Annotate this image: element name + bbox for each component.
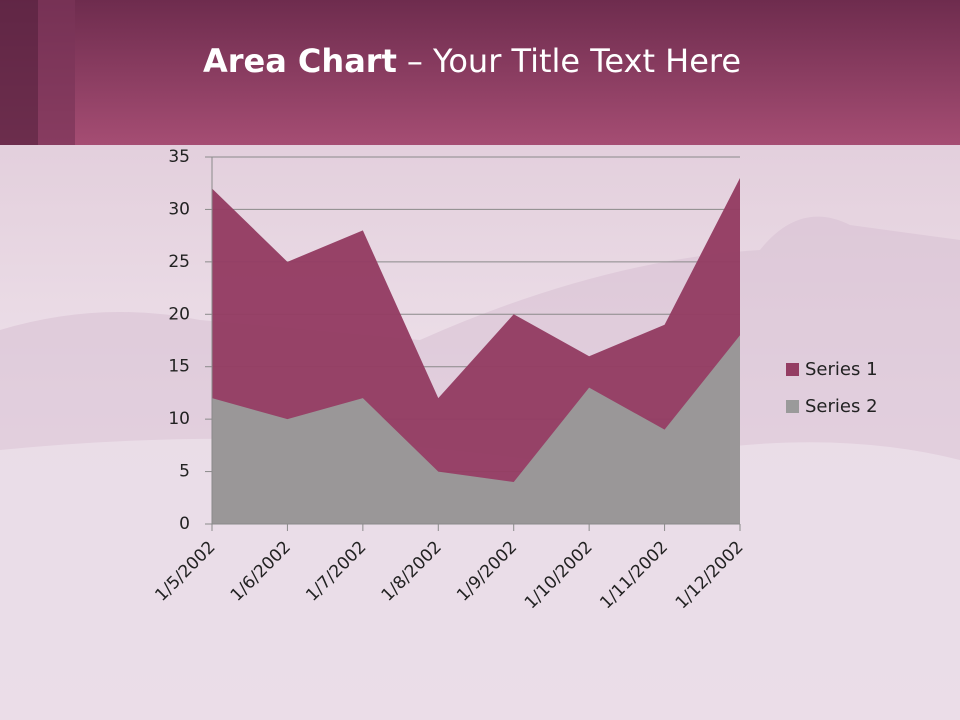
- title-rest: – Your Title Text Here: [407, 42, 741, 80]
- area: [212, 335, 740, 524]
- y-tick-label: 15: [168, 357, 190, 377]
- y-tick-label: 0: [179, 514, 190, 534]
- legend-label: Series 1: [805, 359, 878, 380]
- y-tick-label: 10: [168, 409, 190, 429]
- y-tick-label: 25: [168, 252, 190, 272]
- y-tick-label: 30: [168, 199, 190, 219]
- corner-block: [0, 0, 38, 145]
- y-tick-label: 5: [179, 462, 190, 482]
- slide-title: Area Chart – Your Title Text Here: [203, 42, 741, 80]
- legend-swatch: [786, 363, 799, 376]
- corner-block: [38, 0, 75, 145]
- y-tick-label: 20: [168, 304, 190, 324]
- title-band: [0, 0, 960, 145]
- legend-swatch: [786, 400, 799, 413]
- title-bold: Area Chart: [203, 42, 397, 80]
- legend-label: Series 2: [805, 396, 878, 417]
- y-tick-label: 35: [168, 147, 190, 167]
